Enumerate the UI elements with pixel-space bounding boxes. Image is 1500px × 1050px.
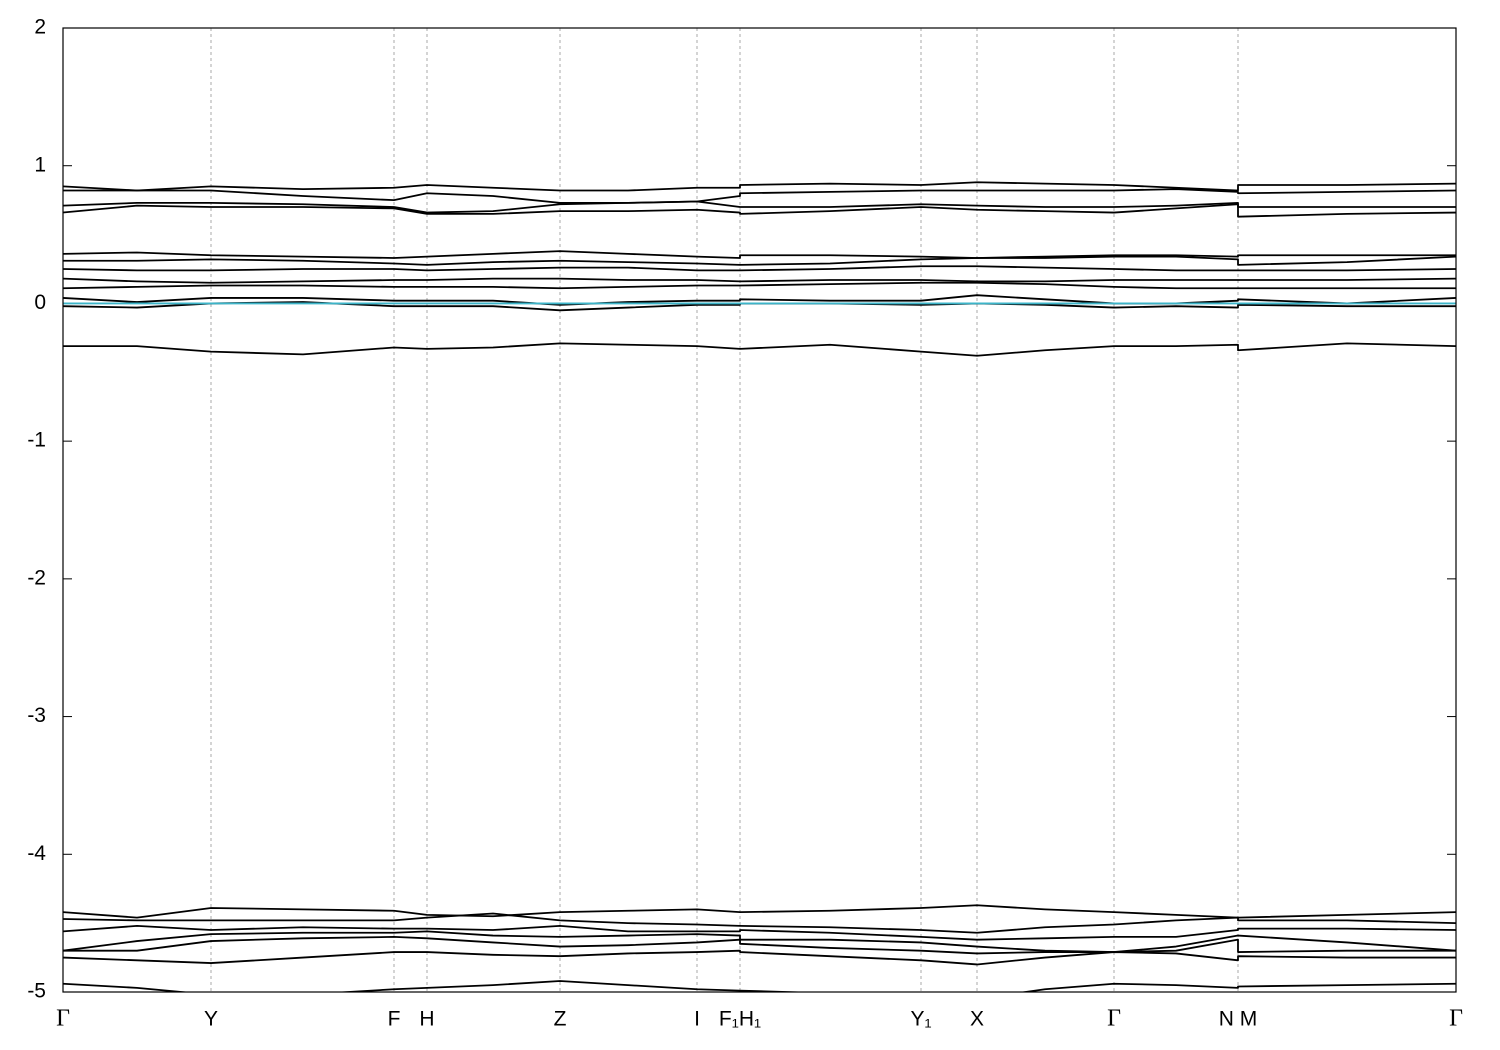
band-line <box>63 980 1456 992</box>
x-tick-label: F <box>388 1008 401 1031</box>
x-tick-label: Z <box>554 1008 567 1031</box>
band-line <box>63 203 1456 218</box>
band-line <box>63 277 1456 284</box>
band-line <box>63 255 1456 266</box>
x-tick-label: I <box>694 1008 700 1031</box>
band-line <box>63 250 1456 259</box>
x-tick-label: F₁H₁ <box>719 1008 761 1031</box>
band-line <box>63 265 1456 272</box>
x-tick-label: Y₁ <box>910 1008 931 1031</box>
band-line <box>63 904 1456 919</box>
y-tick-label: -3 <box>27 704 46 727</box>
band-line <box>63 936 1456 955</box>
band-line <box>63 949 1456 966</box>
label-layer: 2 1 0 -1 -2 -3 -4 -5 Γ Y F H Z I F₁H₁ Y₁ X Γ N M Γ <box>27 16 1463 1032</box>
band-line <box>63 200 1456 214</box>
y-tick-label: -1 <box>27 429 46 452</box>
band-line <box>63 294 1456 306</box>
y-tick-label: 0 <box>34 291 46 314</box>
x-tick-label: H <box>419 1008 434 1031</box>
plot-frame <box>62 27 1457 993</box>
x-tick-label: N M <box>1219 1008 1258 1031</box>
band-line <box>63 925 1456 941</box>
x-tick-label: Γ <box>1449 1006 1463 1032</box>
grid-layer <box>63 27 1456 993</box>
band-line <box>63 188 1456 204</box>
y-tick-label: 2 <box>34 16 46 39</box>
y-tick-label: 1 <box>34 153 46 176</box>
x-tick-label: Y <box>204 1008 218 1031</box>
band-line <box>63 930 1456 953</box>
x-tick-label: Γ <box>1107 1006 1121 1032</box>
y-tick-label: -2 <box>27 566 46 589</box>
line-layer <box>63 181 1456 992</box>
y-tick-label: -5 <box>27 980 46 1003</box>
x-tick-label: X <box>970 1008 984 1031</box>
y-tick-label: -4 <box>27 842 46 865</box>
x-tick-label: Γ <box>56 1006 70 1032</box>
band-line <box>63 281 1456 290</box>
band-line <box>63 342 1456 357</box>
band-line <box>63 912 1456 934</box>
band-line <box>63 181 1456 192</box>
